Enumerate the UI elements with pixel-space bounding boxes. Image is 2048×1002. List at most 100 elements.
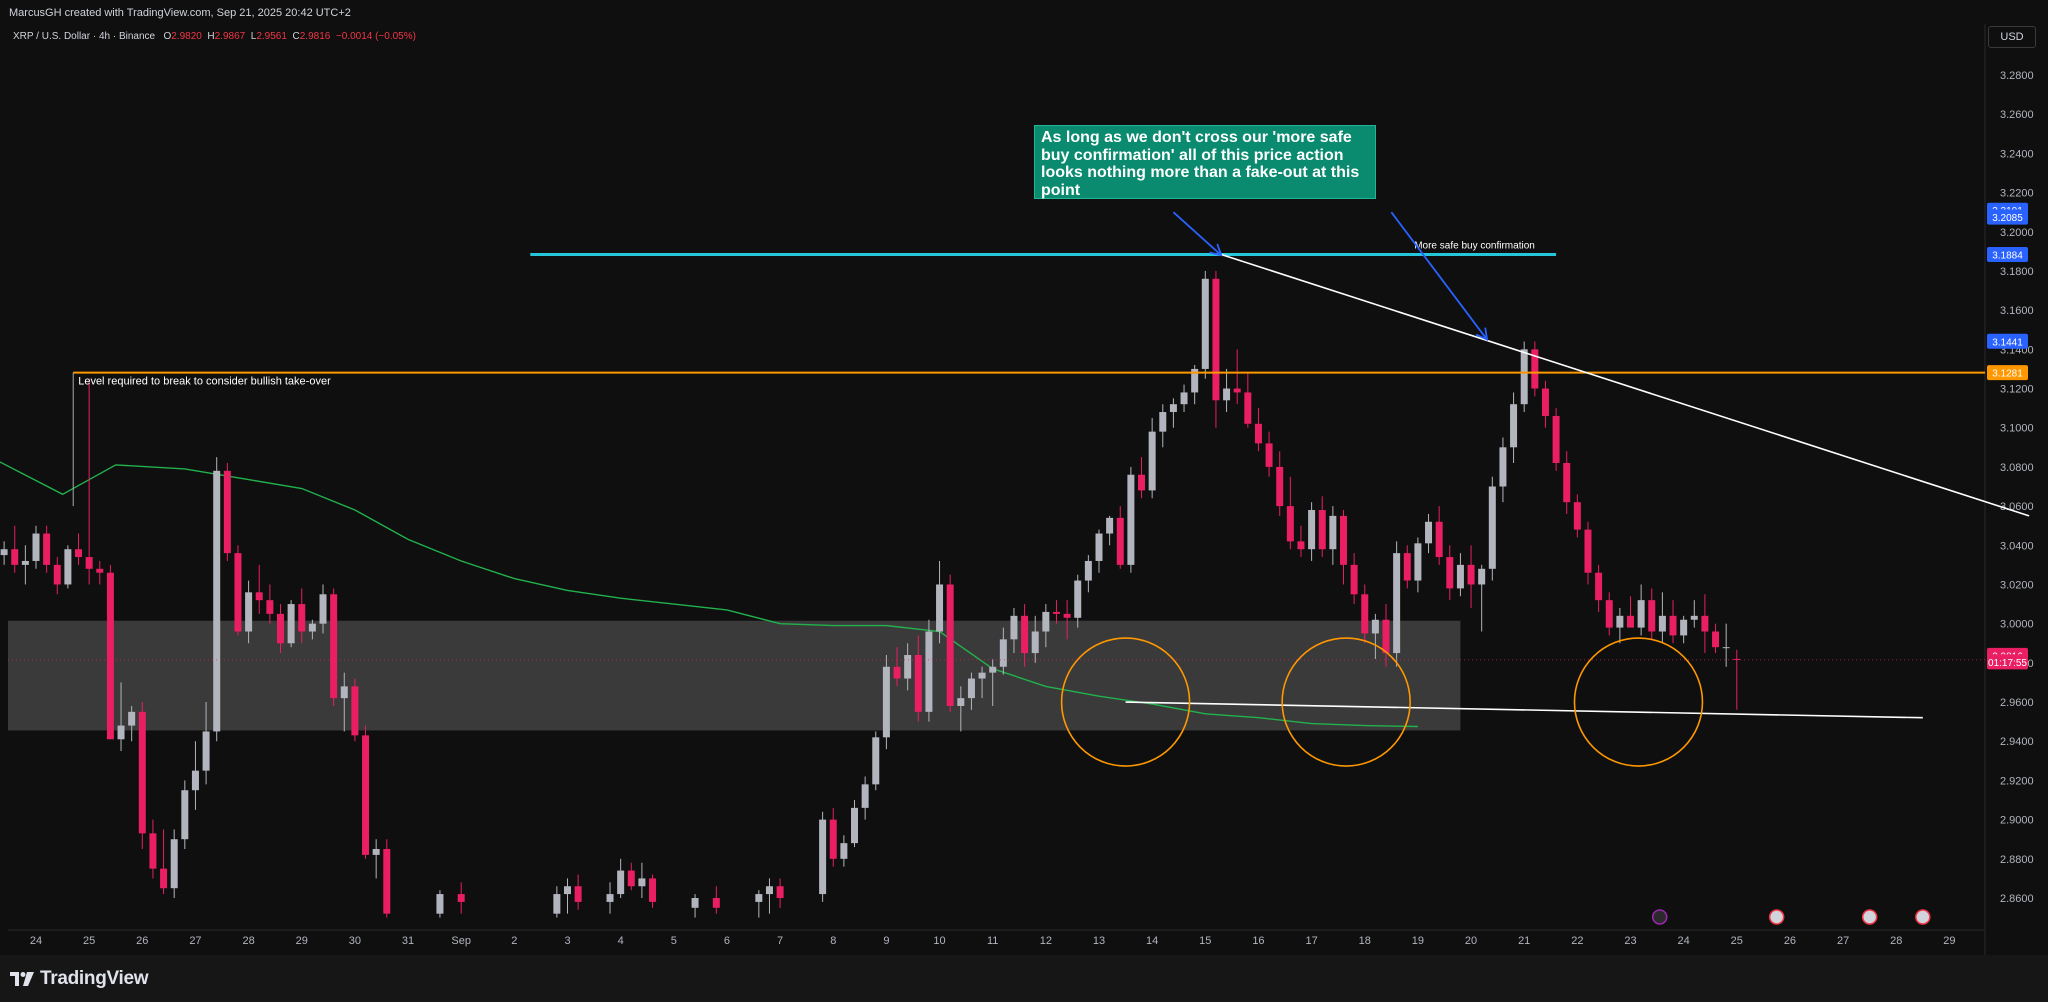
candle bbox=[851, 800, 859, 848]
candle bbox=[978, 666, 986, 699]
candle bbox=[564, 878, 571, 914]
candle bbox=[893, 647, 901, 687]
candle-body bbox=[1095, 533, 1103, 561]
support-trendline bbox=[1125, 701, 1923, 719]
candle bbox=[1010, 607, 1018, 654]
time-tick-label: 11 bbox=[987, 935, 998, 947]
candle-body bbox=[712, 898, 720, 908]
candle bbox=[1223, 368, 1231, 413]
price-tag-bg bbox=[1987, 209, 2028, 225]
candle-body bbox=[1446, 557, 1454, 589]
candle-body bbox=[266, 600, 274, 614]
candle bbox=[1201, 270, 1209, 379]
candle-body bbox=[1339, 515, 1347, 565]
candle-body bbox=[1212, 278, 1220, 401]
candle bbox=[170, 829, 178, 898]
candle-body bbox=[1201, 278, 1209, 369]
candle bbox=[106, 564, 114, 740]
price-tag-value: 3.2085 bbox=[1992, 213, 2023, 224]
legend-close-label: C bbox=[292, 31, 300, 42]
candle-body bbox=[755, 894, 763, 902]
candle-body bbox=[1021, 615, 1029, 654]
candle bbox=[1467, 545, 1475, 608]
candle-body bbox=[1595, 572, 1603, 601]
candle-body bbox=[53, 564, 61, 585]
candle bbox=[638, 862, 646, 898]
candle bbox=[213, 457, 221, 742]
price-tick-label: 3.0800 bbox=[2000, 462, 2034, 474]
time-tick-label: 14 bbox=[1146, 935, 1158, 947]
candle-body bbox=[234, 553, 242, 632]
candle bbox=[819, 811, 827, 902]
candle-body bbox=[627, 870, 635, 887]
candle bbox=[1286, 476, 1294, 550]
candle-body bbox=[457, 894, 465, 902]
candle-body bbox=[181, 790, 189, 840]
candle-body bbox=[1148, 431, 1156, 491]
economic-event-icon bbox=[1915, 909, 1931, 925]
candle bbox=[383, 839, 391, 918]
support-zone bbox=[8, 620, 1461, 731]
candle-body bbox=[1403, 553, 1411, 581]
candle-body bbox=[1318, 510, 1326, 550]
time-tick-label: 28 bbox=[242, 935, 254, 947]
candle bbox=[1456, 553, 1464, 597]
candle bbox=[574, 874, 582, 910]
candle bbox=[43, 525, 51, 573]
candle-body bbox=[202, 731, 210, 771]
time-tick-label: 27 bbox=[1837, 935, 1849, 947]
candle bbox=[1031, 615, 1039, 663]
time-tick-label: 29 bbox=[296, 935, 308, 947]
candle bbox=[1159, 404, 1167, 448]
candle-body bbox=[1031, 631, 1039, 654]
candle bbox=[1690, 600, 1698, 628]
candle-body bbox=[1414, 543, 1422, 581]
candle-body bbox=[1127, 474, 1135, 565]
candle bbox=[936, 560, 944, 644]
time-tick-label: 29 bbox=[1943, 935, 1955, 947]
candle bbox=[1403, 545, 1411, 589]
candle bbox=[967, 672, 975, 710]
candle bbox=[1446, 545, 1454, 601]
candle-body bbox=[1116, 517, 1124, 565]
price-tick-label: 3.1200 bbox=[2000, 384, 2034, 396]
candle-body bbox=[1435, 521, 1443, 558]
candle-body bbox=[245, 592, 253, 632]
candle-body bbox=[765, 886, 773, 895]
chart-canvas[interactable]: 3.2800 3.2600 3.2400 3.2200 3.2000 3.1800 3.16… bbox=[0, 0, 2048, 955]
candle-body bbox=[967, 678, 975, 699]
price-tag-value: 3.1884 bbox=[1992, 250, 2023, 261]
tradingview-logo[interactable]: TradingView bbox=[10, 968, 149, 990]
candle-body bbox=[1361, 594, 1369, 634]
candle bbox=[96, 560, 104, 585]
candle-body bbox=[691, 898, 699, 908]
time-tick-label: Sep bbox=[451, 935, 471, 947]
candle-body bbox=[914, 655, 922, 712]
currency-button[interactable]: USD bbox=[1988, 26, 2036, 48]
price-tick-label: 3.2800 bbox=[2000, 70, 2034, 82]
candle-body bbox=[1648, 600, 1656, 632]
candle bbox=[1488, 476, 1496, 581]
candle bbox=[1318, 496, 1326, 558]
candle bbox=[149, 819, 157, 879]
candle bbox=[11, 525, 19, 573]
price-tag-bg bbox=[1987, 246, 2028, 262]
candle-body bbox=[1350, 564, 1358, 595]
candle-body bbox=[1382, 619, 1390, 654]
candle bbox=[1478, 564, 1486, 632]
candle bbox=[712, 886, 720, 914]
price-tag-bg bbox=[1987, 654, 2028, 670]
time-tick-label: 8 bbox=[830, 935, 836, 947]
candle-body bbox=[829, 819, 837, 859]
candle-body bbox=[893, 666, 901, 679]
candle bbox=[553, 886, 561, 918]
price-tick-label: 2.9200 bbox=[2000, 775, 2034, 787]
price-tick-label: 2.9600 bbox=[2000, 697, 2034, 709]
candle-body bbox=[1276, 466, 1284, 507]
price-tick-label: 3.0600 bbox=[2000, 501, 2034, 513]
candle-body bbox=[1478, 568, 1486, 585]
annotation-callout[interactable]: As long as we don't cross our 'more safe… bbox=[1034, 125, 1376, 199]
candle bbox=[1658, 592, 1666, 644]
candle-body bbox=[957, 698, 965, 706]
candle-body bbox=[978, 672, 986, 679]
